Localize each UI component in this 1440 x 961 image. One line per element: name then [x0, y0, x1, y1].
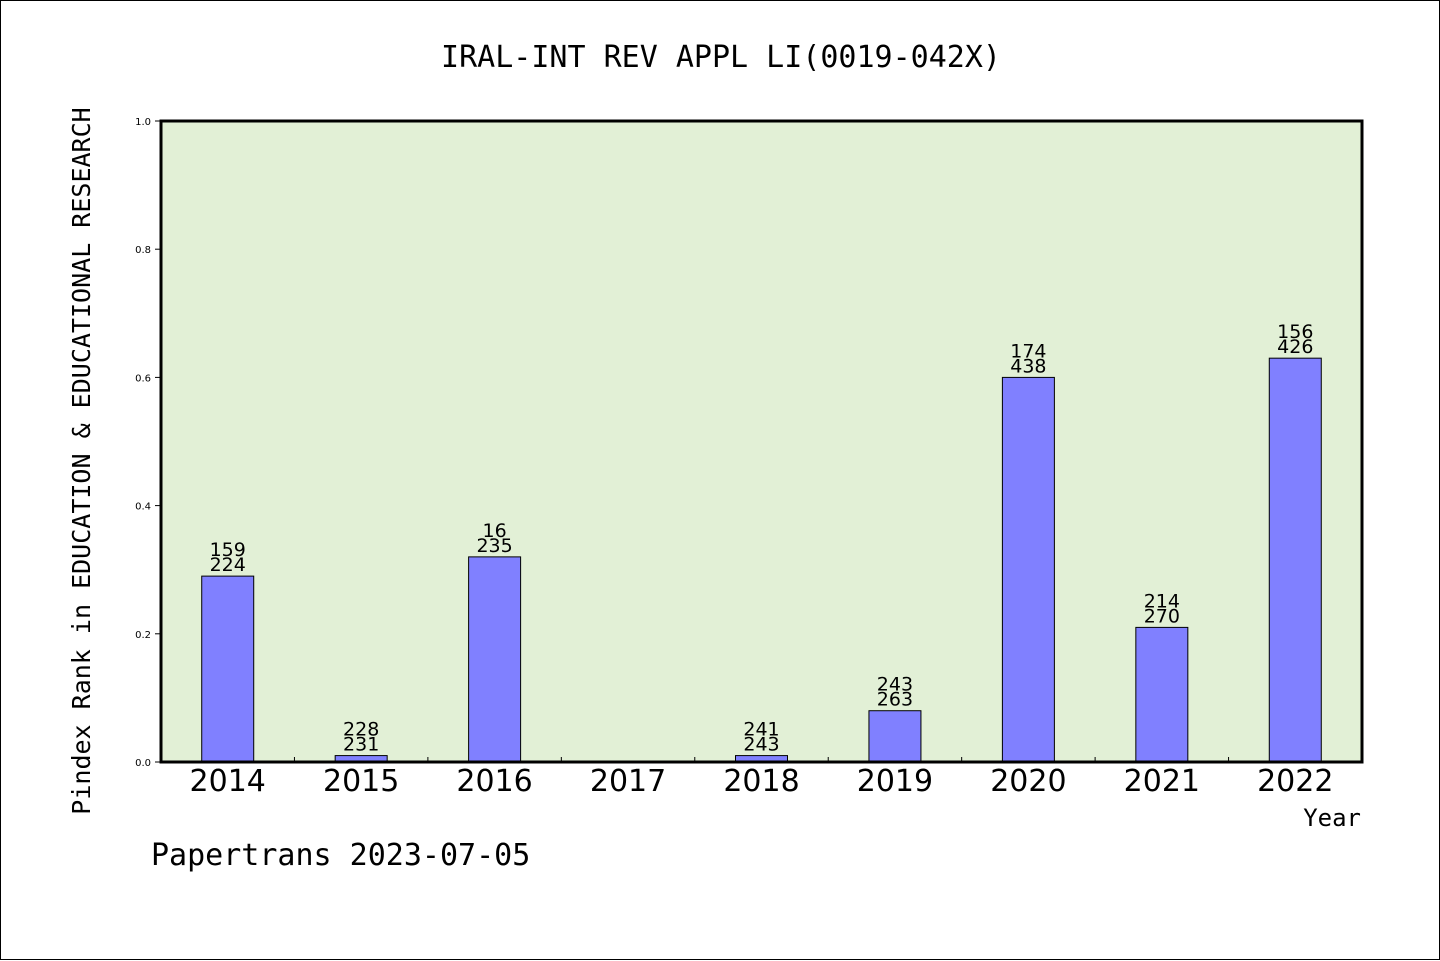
x-tick-label-2022: 2022: [1257, 764, 1333, 799]
y-tick-label: 0.0: [135, 758, 151, 769]
x-tick-label-2021: 2021: [1124, 764, 1200, 799]
x-tick-label-2020: 2020: [990, 764, 1066, 799]
bar-2022: [1268, 357, 1322, 763]
bar-label-rank-2018: 241: [743, 719, 779, 741]
y-tick-label: 0.8: [135, 245, 151, 256]
bar-label-total-2019: 263: [877, 689, 913, 711]
bar-2019: [868, 710, 922, 763]
footer-credit: Papertrans 2023-07-05: [151, 838, 530, 873]
y-axis-label: Pindex Rank in EDUCATION & EDUCATIONAL R…: [67, 107, 96, 814]
x-tick-label-2016: 2016: [456, 764, 532, 799]
x-axis-tick-labels: 2014 2015 2016 2017 2018 2019 2020 2021 2022: [190, 764, 1334, 799]
bar-2021: [1135, 626, 1189, 763]
bar-label-rank-2019: 243: [877, 674, 913, 696]
bar-label-rank-2016: 16: [483, 520, 507, 542]
bar-label-rank-2015: 228: [343, 719, 379, 741]
bar-2014: [201, 575, 255, 763]
bar-label-rank-2020: 174: [1010, 340, 1046, 362]
bar-label-total-2014: 224: [210, 554, 246, 576]
plot-border: [159, 119, 1364, 764]
x-axis-label: Year: [1303, 804, 1361, 832]
x-tick-label-2015: 2015: [323, 764, 399, 799]
chart-title: IRAL-INT REV APPL LI(0019-042X): [441, 40, 1001, 75]
bar-labels-group: 1592242282311623524124324326317443821427…: [210, 321, 1314, 755]
bar-label-total-2022: 426: [1277, 336, 1313, 358]
x-tick-label-2019: 2019: [857, 764, 933, 799]
bar-label-total-2015: 231: [343, 734, 379, 756]
x-tick-label-2014: 2014: [190, 764, 266, 799]
y-axis-ticks: 0.0 0.2 0.4 0.6 0.8 1.0: [135, 117, 161, 769]
x-tick-label-2017: 2017: [590, 764, 666, 799]
bar-label-total-2021: 270: [1144, 605, 1180, 627]
bar-label-rank-2022: 156: [1277, 321, 1313, 343]
bar-label-total-2018: 243: [743, 734, 779, 756]
bar-2020: [1001, 376, 1055, 763]
y-tick-label: 0.2: [135, 630, 151, 641]
x-tick-label-2018: 2018: [723, 764, 799, 799]
bar-2016: [468, 556, 522, 763]
y-tick-label: 0.6: [135, 373, 151, 384]
y-tick-label: 0.4: [135, 502, 151, 513]
bar-label-total-2016: 235: [476, 535, 512, 557]
bar-label-total-2020: 438: [1010, 355, 1046, 377]
y-tick-label: 1.0: [135, 117, 151, 128]
bar-label-rank-2021: 214: [1144, 590, 1180, 612]
bar-label-rank-2014: 159: [210, 539, 246, 561]
